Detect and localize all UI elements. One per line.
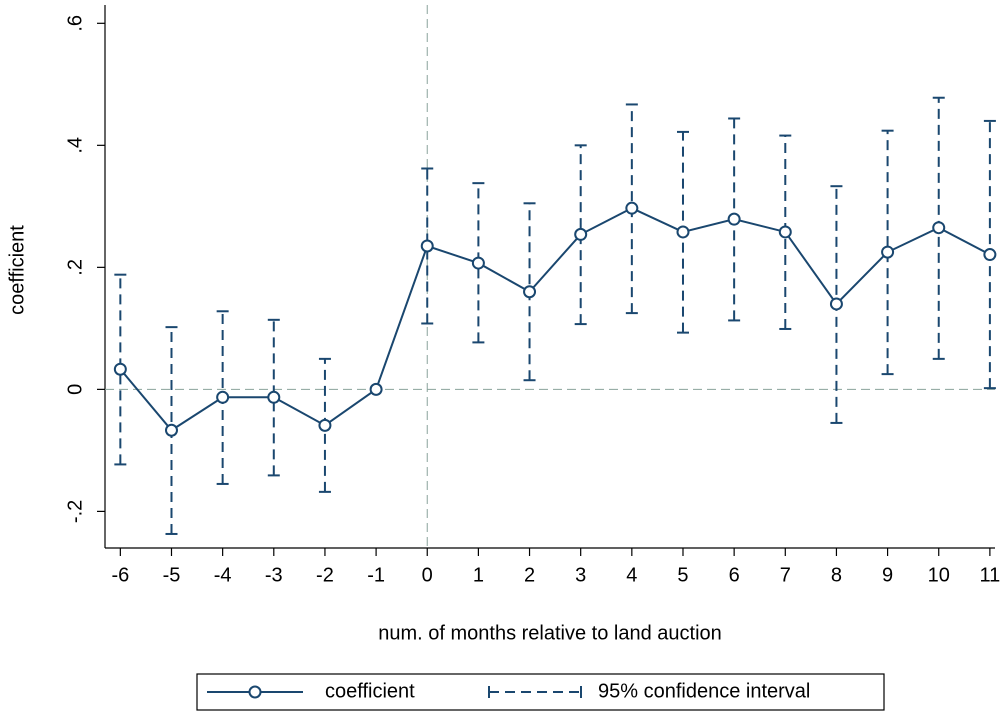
y-tick-label: .2 bbox=[64, 259, 86, 276]
x-tick-label: 4 bbox=[626, 564, 637, 586]
y-axis-label: coefficient bbox=[6, 225, 28, 315]
x-tick-label: 10 bbox=[928, 564, 950, 586]
point bbox=[881, 245, 895, 259]
legend-label: 95% confidence interval bbox=[598, 680, 810, 702]
legend-box bbox=[196, 673, 885, 711]
point bbox=[523, 285, 537, 299]
x-tick-label: 7 bbox=[780, 564, 791, 586]
y-tick-label: 0 bbox=[64, 384, 86, 395]
point bbox=[676, 225, 690, 239]
point bbox=[216, 390, 230, 404]
point bbox=[932, 221, 946, 235]
y-tick-label: .6 bbox=[64, 15, 86, 32]
x-tick-label: -4 bbox=[214, 564, 232, 586]
x-tick-label: 9 bbox=[882, 564, 893, 586]
y-tick-label: -.2 bbox=[64, 500, 86, 523]
x-tick-label: -2 bbox=[316, 564, 334, 586]
y-tick-label: .4 bbox=[64, 137, 86, 154]
x-tick-label: 11 bbox=[980, 564, 1000, 586]
x-tick-label: 8 bbox=[831, 564, 842, 586]
point bbox=[471, 256, 485, 270]
point bbox=[829, 297, 843, 311]
x-tick-label: 1 bbox=[473, 564, 484, 586]
point bbox=[113, 362, 127, 376]
point bbox=[727, 212, 741, 226]
x-tick-label: -1 bbox=[367, 564, 385, 586]
x-tick-label: 3 bbox=[575, 564, 586, 586]
x-tick-label: -6 bbox=[111, 564, 129, 586]
point bbox=[369, 382, 383, 396]
x-axis-label: num. of months relative to land auction bbox=[378, 622, 722, 644]
point bbox=[164, 423, 178, 437]
x-tick-label: 6 bbox=[729, 564, 740, 586]
point bbox=[983, 248, 997, 262]
x-tick-label: 5 bbox=[677, 564, 688, 586]
legend-label: coefficient bbox=[325, 680, 415, 702]
x-tick-label: 2 bbox=[524, 564, 535, 586]
line bbox=[119, 207, 991, 432]
point bbox=[318, 418, 332, 432]
point bbox=[778, 225, 792, 239]
point bbox=[574, 227, 588, 241]
x-tick-label: 0 bbox=[422, 564, 433, 586]
point bbox=[420, 239, 434, 253]
x-tick-label: -5 bbox=[163, 564, 181, 586]
x-tick-label: -3 bbox=[265, 564, 283, 586]
point bbox=[267, 390, 281, 404]
legend-marker bbox=[248, 685, 262, 699]
point bbox=[625, 201, 639, 215]
